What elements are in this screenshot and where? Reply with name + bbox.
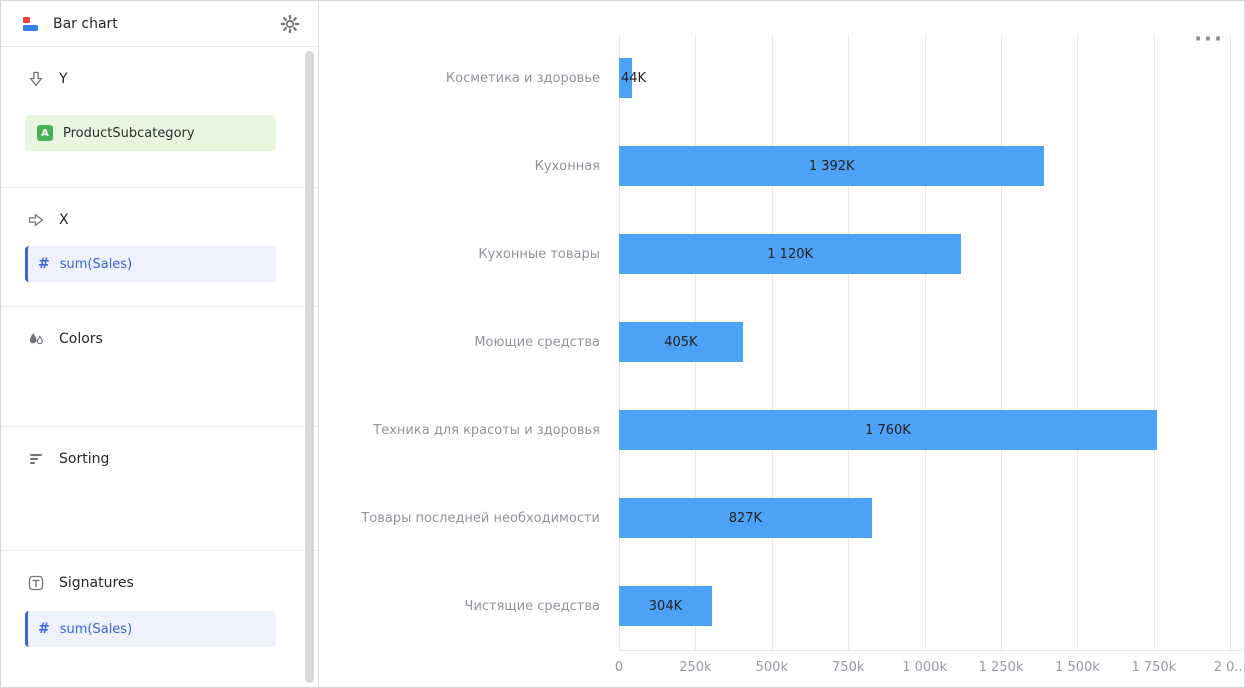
bar[interactable]: [619, 234, 962, 274]
x-tick-label: 1 750k: [1131, 660, 1177, 675]
gridline: [848, 34, 850, 650]
gridline: [771, 34, 773, 650]
field-chip-label: sum(Sales): [59, 256, 133, 272]
sidebar-scrollbar[interactable]: [305, 51, 314, 683]
gridline: [1077, 34, 1079, 650]
category-label: Чистящие средства: [464, 598, 600, 614]
measure-type-icon: #: [38, 256, 50, 272]
x-tick-label: 500k: [755, 660, 788, 675]
category-label: Техника для красоты и здоровья: [373, 422, 600, 438]
gridline: [1153, 34, 1155, 650]
chart-row: Чистящие средства 304K: [319, 562, 1244, 650]
bar-track: 1 760K: [619, 410, 1244, 450]
bar[interactable]: [619, 410, 1157, 450]
value-label: 1 120K: [767, 246, 814, 262]
dimension-type-icon: A: [37, 125, 53, 141]
bar[interactable]: [619, 58, 633, 98]
section-y-label: Y: [59, 71, 68, 87]
section-x-header: X: [1, 210, 318, 230]
category-label: Товары последней необходимости: [361, 510, 600, 526]
bar[interactable]: [619, 146, 1045, 186]
section-colors-label: Colors: [59, 331, 103, 347]
x-axis: 0 250k 500k 750k 1 000k 1 250k 1 500k 1 750k 2 0…: [615, 650, 1245, 687]
gridline: [924, 34, 926, 650]
bar-track: 44K: [619, 58, 1244, 98]
category-label: Косметика и здоровье: [445, 70, 600, 86]
value-label: 405K: [664, 334, 698, 350]
bar[interactable]: [619, 322, 743, 362]
chart-row: Техника для красоты и здоровья 1 760K: [319, 386, 1244, 474]
chart-row: Кухонные товары 1 120K: [319, 210, 1244, 298]
value-label: 304K: [648, 598, 683, 614]
section-colors: Colors: [1, 306, 318, 426]
sidebar-header: Bar chart: [1, 1, 318, 47]
category-label: Кухонная: [534, 158, 600, 174]
x-tick-label: 0: [614, 660, 624, 675]
section-signatures-header: Signatures: [1, 573, 318, 593]
more-menu-icon[interactable]: ···: [1194, 27, 1224, 51]
bar-chart-type-icon[interactable]: [21, 14, 41, 34]
bar-track: 1 392K: [619, 146, 1244, 186]
x-tick-label: 1 500k: [1055, 660, 1100, 675]
x-tick-label: 750k: [832, 660, 865, 675]
measure-type-icon: #: [38, 621, 50, 637]
bar-track: 405K: [619, 322, 1244, 362]
x-tick-label: 1 000k: [902, 660, 947, 675]
arrow-down-icon: [27, 70, 45, 88]
value-label: 827K: [728, 510, 763, 526]
field-chip-label: sum(Sales): [59, 621, 133, 637]
section-y-header: Y: [1, 69, 318, 89]
section-signatures-label: Signatures: [59, 575, 134, 591]
value-label: 44K: [621, 70, 647, 86]
gridline: [1230, 34, 1232, 650]
sorting-icon: [27, 450, 45, 468]
x-tick-label: 1 250k: [978, 660, 1024, 675]
chart-row: Косметика и здоровье 44K: [319, 34, 1244, 122]
bar-track: 827K: [619, 498, 1244, 538]
bar-track: 304K: [619, 586, 1244, 626]
bar-track: 1 120K: [619, 234, 1244, 274]
chart-settings-sidebar: Bar chart: [1, 1, 319, 687]
field-chip-label: ProductSubcategory: [63, 125, 195, 141]
bar[interactable]: [619, 498, 872, 538]
chart-area: ··· Косметика и здоровье 44K Кухонная 1 392…: [319, 1, 1244, 687]
x-tick-label: 250k: [679, 660, 712, 675]
section-x-label: X: [59, 212, 69, 228]
section-signatures: Signatures # sum(Sales): [1, 550, 318, 687]
text-icon: [27, 574, 45, 592]
gridline: [1001, 34, 1003, 650]
field-chip-productsubcategory[interactable]: A ProductSubcategory: [25, 115, 276, 151]
field-chip-sum-sales-x[interactable]: # sum(Sales): [25, 246, 276, 282]
category-label: Моющие средства: [474, 334, 600, 350]
chart-rows: Косметика и здоровье 44K Кухонная 1 392K Кух…: [319, 34, 1244, 650]
chart-row: Кухонная 1 392K: [319, 122, 1244, 210]
section-x: X # sum(Sales): [1, 187, 318, 306]
chart-row: Моющие средства 405K: [319, 298, 1244, 386]
field-chip-sum-sales-signatures[interactable]: # sum(Sales): [25, 611, 276, 647]
gear-icon[interactable]: [280, 14, 300, 34]
section-sorting-header: Sorting: [1, 449, 318, 469]
chart-type-title: Bar chart: [53, 15, 118, 32]
value-label: 1 760K: [865, 422, 911, 438]
section-colors-header: Colors: [1, 329, 318, 349]
chart-row: Товары последней необходимости 827K: [319, 474, 1244, 562]
arrow-right-icon: [27, 211, 45, 229]
section-sorting: Sorting: [1, 426, 318, 550]
section-sorting-label: Sorting: [59, 451, 110, 467]
value-label: 1 392K: [808, 158, 855, 174]
category-label: Кухонные товары: [478, 246, 600, 262]
x-tick-label: 2 0...: [1213, 660, 1245, 675]
section-y: Y A ProductSubcategory: [1, 47, 318, 187]
color-drops-icon: [27, 330, 45, 348]
bar[interactable]: [619, 586, 712, 626]
